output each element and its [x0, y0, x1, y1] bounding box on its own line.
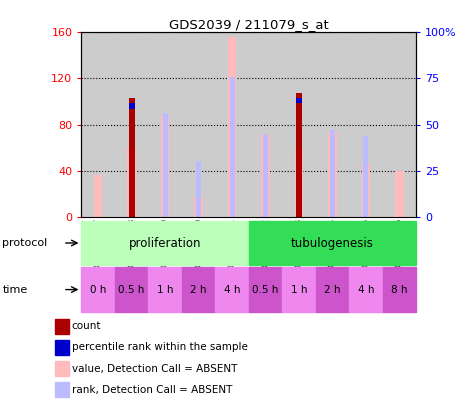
Text: 8 h: 8 h	[391, 285, 408, 294]
Bar	[282, 267, 316, 312]
Bar	[249, 267, 282, 312]
Text: 4 h: 4 h	[224, 285, 240, 294]
Bar	[115, 32, 148, 217]
Bar	[364, 136, 368, 217]
Title: GDS2039 / 211079_s_at: GDS2039 / 211079_s_at	[169, 18, 329, 31]
Bar	[55, 340, 69, 355]
Bar	[295, 147, 303, 217]
Bar	[383, 267, 416, 312]
Bar	[349, 267, 383, 312]
Bar	[395, 171, 404, 217]
Bar	[94, 175, 102, 217]
Bar	[163, 113, 167, 217]
Bar	[316, 267, 349, 312]
Bar	[81, 221, 249, 265]
Text: percentile rank within the sample: percentile rank within the sample	[72, 343, 248, 352]
Bar	[330, 130, 335, 217]
Bar	[328, 132, 337, 217]
Text: proliferation: proliferation	[129, 237, 201, 249]
Text: 4 h: 4 h	[358, 285, 374, 294]
Bar	[362, 164, 370, 217]
Bar	[115, 267, 148, 312]
Bar	[55, 361, 69, 376]
Bar	[182, 267, 215, 312]
Bar	[296, 94, 302, 217]
Bar	[127, 147, 136, 217]
Text: tubulogenesis: tubulogenesis	[291, 237, 374, 249]
Bar	[263, 134, 268, 217]
Bar	[161, 117, 169, 217]
Bar	[296, 98, 302, 103]
Text: 2 h: 2 h	[324, 285, 341, 294]
Text: count: count	[72, 322, 101, 331]
Bar	[349, 32, 383, 217]
Bar	[261, 134, 270, 217]
Bar	[230, 77, 234, 217]
Text: rank, Detection Call = ABSENT: rank, Detection Call = ABSENT	[72, 385, 232, 394]
Bar	[196, 161, 201, 217]
Text: 0.5 h: 0.5 h	[252, 285, 279, 294]
Text: 0 h: 0 h	[90, 285, 106, 294]
Bar	[55, 319, 69, 334]
Text: time: time	[2, 285, 27, 294]
Bar	[129, 103, 134, 109]
Bar	[129, 98, 134, 217]
Bar	[148, 267, 182, 312]
Bar	[55, 382, 69, 397]
Bar	[182, 32, 215, 217]
Text: 2 h: 2 h	[190, 285, 207, 294]
Bar	[215, 267, 249, 312]
Text: value, Detection Call = ABSENT: value, Detection Call = ABSENT	[72, 364, 237, 373]
Text: protocol: protocol	[2, 238, 47, 248]
Bar	[81, 267, 115, 312]
Bar	[215, 32, 249, 217]
Bar	[249, 221, 416, 265]
Bar	[249, 32, 282, 217]
Text: 1 h: 1 h	[157, 285, 173, 294]
Bar	[282, 32, 316, 217]
Bar	[383, 32, 416, 217]
Text: 0.5 h: 0.5 h	[119, 285, 145, 294]
Text: 1 h: 1 h	[291, 285, 307, 294]
Bar	[194, 197, 203, 217]
Bar	[228, 37, 236, 217]
Bar	[316, 32, 349, 217]
Bar	[81, 32, 115, 217]
Bar	[148, 32, 182, 217]
